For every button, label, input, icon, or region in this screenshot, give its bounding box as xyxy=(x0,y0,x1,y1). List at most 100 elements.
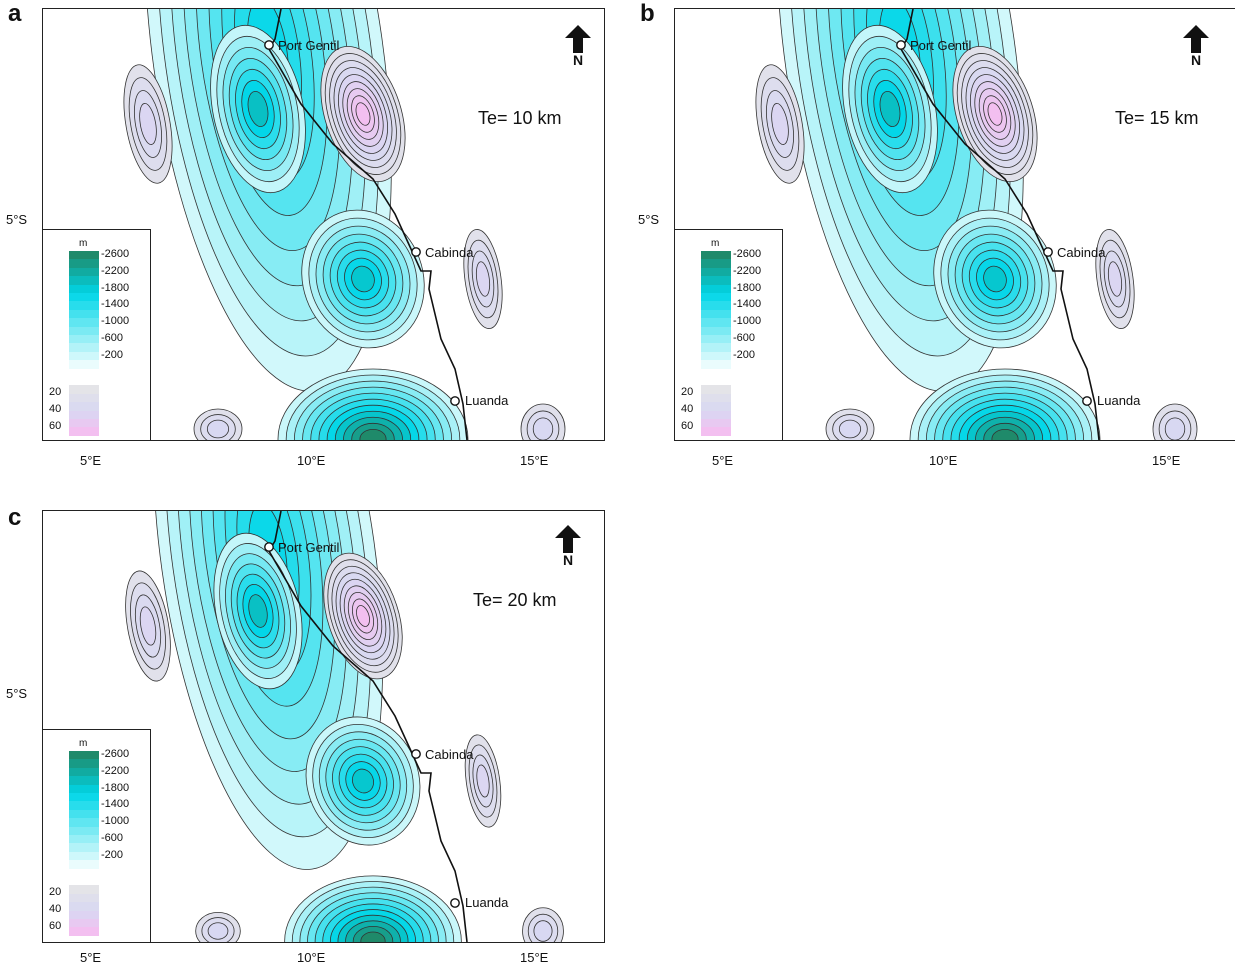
legend-swatch xyxy=(701,393,731,403)
legend-swatch xyxy=(69,410,99,420)
legend-label: -1000 xyxy=(101,815,130,828)
legend-label: -2200 xyxy=(101,764,130,777)
legend-swatch xyxy=(69,919,99,928)
legend-label: 40 xyxy=(49,403,62,416)
legend-label: 60 xyxy=(49,920,62,932)
lon-label-10e: 10°E xyxy=(929,453,958,468)
legend-swatch xyxy=(69,343,99,353)
lon-label-5e: 5°E xyxy=(80,950,102,965)
legend-swatch xyxy=(701,284,731,294)
legend-swatch xyxy=(701,293,731,302)
legend-swatch xyxy=(701,385,731,395)
lon-label-5e: 5°E xyxy=(80,453,102,468)
legend-swatch xyxy=(69,767,99,777)
legend-swatch xyxy=(69,368,99,378)
legend-label: -1800 xyxy=(101,281,130,294)
city-luanda: Luanda xyxy=(465,393,509,408)
legend-swatch xyxy=(69,419,99,428)
legend-swatch xyxy=(701,368,731,378)
legend-swatch xyxy=(69,860,99,869)
lon-label-15e: 15°E xyxy=(520,453,549,468)
legend-swatch xyxy=(69,793,99,802)
legend-unit: m xyxy=(79,738,88,749)
legend-label: 20 xyxy=(681,386,694,399)
north-label: N xyxy=(572,52,584,68)
legend-swatch xyxy=(69,910,99,920)
north-arrow: N xyxy=(1183,25,1209,67)
legend-swatch xyxy=(69,835,99,844)
legend-label: -200 xyxy=(101,848,124,861)
lon-label-15e: 15°E xyxy=(1152,453,1181,468)
legend-unit: m xyxy=(79,238,88,249)
legend-swatch xyxy=(69,267,99,277)
legend-swatch xyxy=(701,326,731,336)
legend-swatch xyxy=(701,267,731,277)
legend-swatch xyxy=(701,309,731,319)
legend-swatch xyxy=(69,784,99,794)
north-arrow-icon xyxy=(555,525,581,553)
contour-map: Te= 20 km N Port Gentil Cabinda Luanda m… xyxy=(42,510,605,943)
legend-swatch xyxy=(69,826,99,836)
city-port-gentil: Port Gentil xyxy=(278,540,340,555)
city-cabinda: Cabinda xyxy=(425,245,474,260)
legend-label: -200 xyxy=(101,348,124,361)
legend-swatch xyxy=(69,335,99,344)
elastic-thickness-label: Te= 20 km xyxy=(473,590,557,610)
legend-swatch xyxy=(701,419,731,428)
legend-swatch xyxy=(69,326,99,336)
lon-label-10e: 10°E xyxy=(297,950,326,965)
legend-label: 60 xyxy=(681,420,694,432)
legend-swatch xyxy=(69,809,99,819)
elastic-thickness-label: Te= 10 km xyxy=(478,108,562,128)
lat-label: 5°S xyxy=(638,212,660,227)
legend-swatch xyxy=(69,893,99,903)
legend-swatch xyxy=(69,927,99,937)
legend-swatch xyxy=(69,385,99,395)
elastic-thickness-label: Te= 15 km xyxy=(1115,108,1199,128)
legend-label: -2600 xyxy=(101,248,130,260)
city-cabinda: Cabinda xyxy=(425,747,474,762)
legend-swatch xyxy=(701,335,731,344)
contour-map-graphic xyxy=(43,9,604,440)
legend-swatch xyxy=(69,751,99,760)
north-arrow: N xyxy=(565,25,591,68)
contour-map: Te= 10 km N Port Gentil Cabinda Luanda m… xyxy=(42,8,605,441)
legend-swatch xyxy=(701,301,731,311)
legend-swatch xyxy=(701,251,731,260)
legend-label: -2200 xyxy=(101,264,130,277)
legend-label: -1400 xyxy=(101,298,130,311)
depth-legend: m -2600 -2200 -1800 -1400 -1000 -600 -200 20 40 60 xyxy=(43,229,151,440)
legend-swatch xyxy=(69,868,99,878)
legend-swatch xyxy=(69,318,99,327)
north-label: N xyxy=(562,552,574,568)
lat-label: 5°S xyxy=(6,686,28,701)
legend-swatch xyxy=(69,818,99,827)
legend-swatch xyxy=(701,427,731,437)
legend-label: 40 xyxy=(49,903,62,916)
panel-letter: a xyxy=(8,0,22,27)
legend-swatch xyxy=(701,318,731,327)
legend-swatch xyxy=(701,343,731,353)
legend-swatch xyxy=(701,360,731,369)
legend-swatch xyxy=(69,377,99,386)
legend-swatch xyxy=(701,377,731,386)
lon-label-15e: 15°E xyxy=(520,950,549,965)
legend-swatch xyxy=(701,402,731,411)
legend-label: 20 xyxy=(49,386,62,399)
legend-swatch xyxy=(69,393,99,403)
legend-swatch xyxy=(69,284,99,294)
legend-swatch xyxy=(69,276,99,285)
contour-map: Te= 15 km N Port Gentil Cabinda Luanda m… xyxy=(674,8,1235,441)
city-cabinda: Cabinda xyxy=(1057,245,1106,260)
north-arrow: N xyxy=(555,525,581,568)
city-luanda: Luanda xyxy=(1097,393,1141,408)
legend-label: -1800 xyxy=(733,281,762,294)
city-port-gentil: Port Gentil xyxy=(910,38,972,53)
legend-swatch xyxy=(69,851,99,861)
city-port-gentil: Port Gentil xyxy=(278,38,340,53)
legend-swatch xyxy=(701,259,731,269)
legend-label: 20 xyxy=(49,886,62,899)
legend-label: -2200 xyxy=(733,264,762,277)
legend-unit: m xyxy=(711,238,720,249)
legend-swatch xyxy=(69,251,99,260)
